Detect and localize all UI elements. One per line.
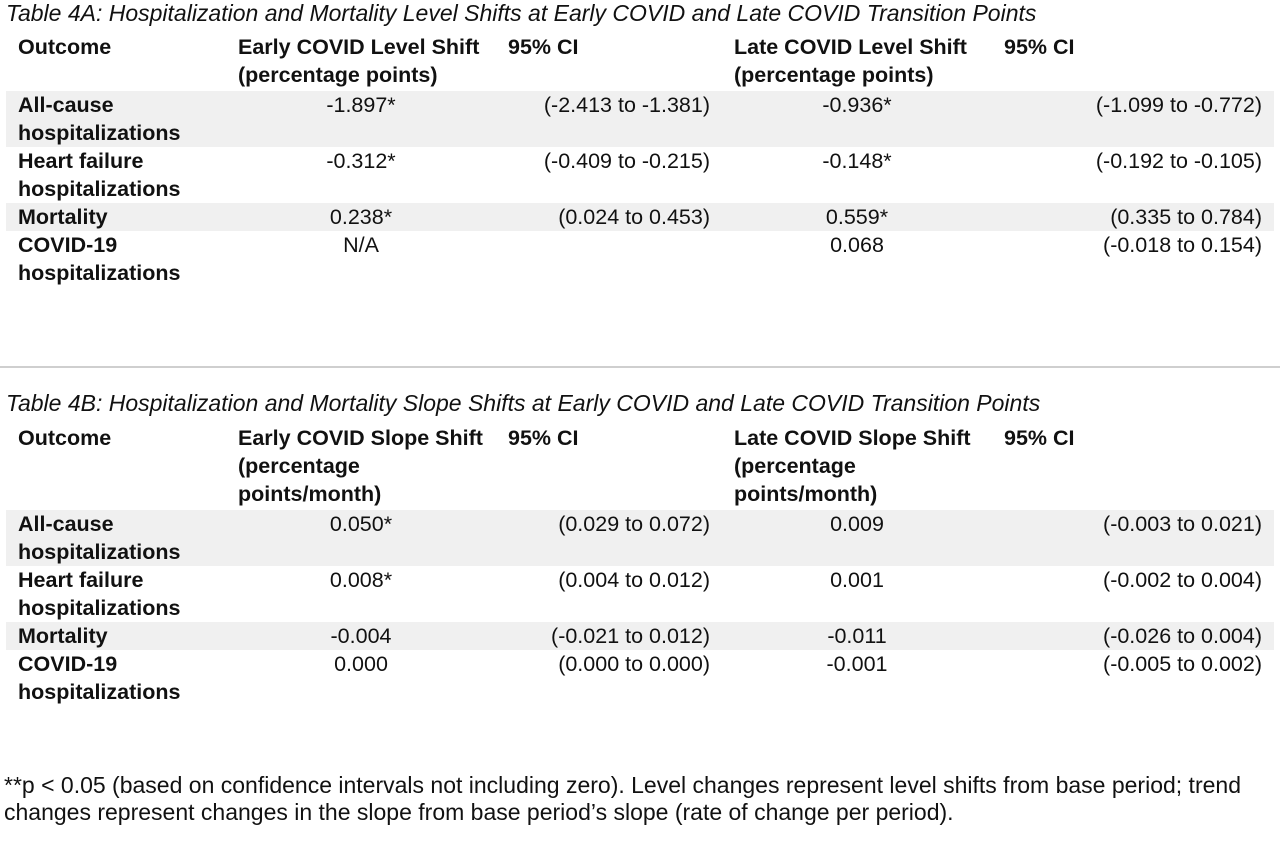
table-row: Heart failure hospitalizations -0.312* (…: [6, 147, 1274, 203]
table-header-row: Outcome Early COVID Slope Shift (percent…: [6, 424, 1274, 510]
column-header-early-ci: 95% CI: [508, 35, 579, 59]
early-shift-cell: -0.312*: [326, 149, 396, 173]
late-shift-cell: 0.559*: [722, 203, 992, 231]
outcome-cell: COVID-19 hospitalizations: [18, 233, 181, 285]
early-ci-cell: [496, 231, 722, 287]
footnote: **p < 0.05 (based on confidence interval…: [4, 772, 1241, 825]
late-ci-cell: (-0.192 to -0.105): [1095, 149, 1262, 173]
early-shift-cell: -0.004: [226, 622, 496, 650]
early-shift-cell: 0.008*: [329, 568, 393, 592]
late-ci-cell: (-0.018 to 0.154): [1103, 233, 1262, 257]
column-header-late-ci: 95% CI: [1004, 426, 1075, 450]
table-4a: Outcome Early COVID Level Shift (percent…: [6, 33, 1274, 287]
column-header-outcome: Outcome: [18, 426, 112, 450]
late-ci-cell: (0.335 to 0.784): [992, 203, 1274, 231]
table-row: Mortality -0.004 (-0.021 to 0.012) -0.01…: [6, 622, 1274, 650]
early-shift-cell: 0.238*: [226, 203, 496, 231]
section-divider: [0, 366, 1280, 368]
late-shift-cell: 0.068: [830, 233, 884, 257]
column-header-outcome: Outcome: [18, 35, 112, 59]
column-header-early-ci: 95% CI: [508, 426, 579, 450]
early-shift-cell: 0.000: [334, 652, 388, 676]
outcome-cell: Heart failure hospitalizations: [18, 568, 181, 620]
table-row: All-cause hospitalizations 0.050* (0.029…: [6, 510, 1274, 566]
late-ci-cell: (-0.002 to 0.004): [1103, 568, 1262, 592]
late-ci-cell: (-0.026 to 0.004): [992, 622, 1274, 650]
table-row: COVID-19 hospitalizations N/A 0.068 (-0.…: [6, 231, 1274, 287]
early-ci-cell: (0.029 to 0.072): [496, 510, 722, 566]
column-header-late-level-shift: Late COVID Level Shift (percentage point…: [734, 35, 967, 87]
table-row: Heart failure hospitalizations 0.008* (0…: [6, 566, 1274, 622]
table-row: Mortality 0.238* (0.024 to 0.453) 0.559*…: [6, 203, 1274, 231]
late-shift-cell: -0.011: [722, 622, 992, 650]
table-row: COVID-19 hospitalizations 0.000 (0.000 t…: [6, 650, 1274, 706]
early-ci-cell: (-0.021 to 0.012): [496, 622, 722, 650]
column-header-early-level-shift: Early COVID Level Shift (percentage poin…: [238, 35, 480, 87]
outcome-cell: All-cause hospitalizations: [6, 91, 226, 147]
early-ci-cell: (-0.409 to -0.215): [543, 149, 710, 173]
table-4b: Outcome Early COVID Slope Shift (percent…: [6, 424, 1274, 706]
early-ci-cell: (0.000 to 0.000): [558, 652, 710, 676]
late-ci-cell: (-0.003 to 0.021): [992, 510, 1274, 566]
late-shift-cell: -0.148*: [822, 149, 892, 173]
table-4b-caption: Table 4B: Hospitalization and Mortality …: [6, 390, 1041, 416]
outcome-cell: COVID-19 hospitalizations: [18, 652, 181, 704]
late-shift-cell: -0.936*: [722, 91, 992, 147]
column-header-early-slope-shift: Early COVID Slope Shift (percentage poin…: [238, 426, 483, 506]
early-shift-cell: N/A: [343, 233, 379, 257]
early-shift-cell: 0.050*: [226, 510, 496, 566]
column-header-late-slope-shift: Late COVID Slope Shift (percentage point…: [734, 426, 971, 506]
late-shift-cell: 0.009: [722, 510, 992, 566]
outcome-cell: Mortality: [6, 622, 226, 650]
outcome-cell: Heart failure hospitalizations: [18, 149, 181, 201]
table-header-row: Outcome Early COVID Level Shift (percent…: [6, 33, 1274, 91]
table-row: All-cause hospitalizations -1.897* (-2.4…: [6, 91, 1274, 147]
outcome-cell: All-cause hospitalizations: [6, 510, 226, 566]
table-4a-caption: Table 4A: Hospitalization and Mortality …: [6, 0, 1037, 26]
outcome-cell: Mortality: [6, 203, 226, 231]
column-header-late-ci: 95% CI: [1004, 35, 1075, 59]
early-shift-cell: -1.897*: [226, 91, 496, 147]
early-ci-cell: (0.004 to 0.012): [558, 568, 710, 592]
late-ci-cell: (-1.099 to -0.772): [992, 91, 1274, 147]
early-ci-cell: (0.024 to 0.453): [496, 203, 722, 231]
late-shift-cell: -0.001: [826, 652, 888, 676]
late-shift-cell: 0.001: [830, 568, 884, 592]
late-ci-cell: (-0.005 to 0.002): [1103, 652, 1262, 676]
early-ci-cell: (-2.413 to -1.381): [496, 91, 722, 147]
